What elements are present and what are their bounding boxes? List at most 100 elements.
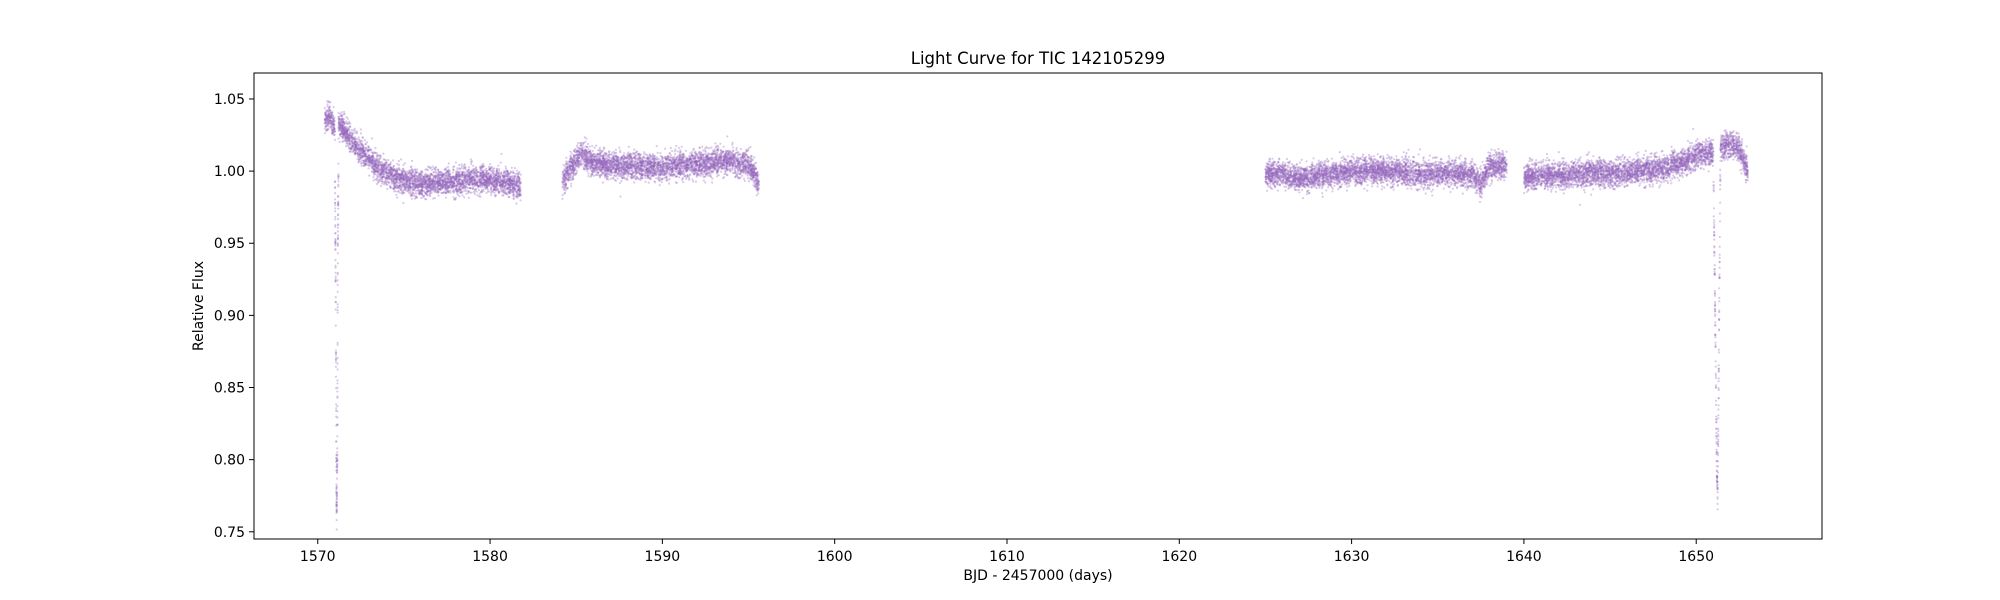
data-point [392,169,395,172]
data-point [336,279,339,282]
data-point [334,240,337,243]
data-point [324,120,327,124]
data-point [518,186,521,189]
data-point [361,143,364,146]
data-point [500,172,503,175]
data-point [403,175,406,178]
data-point [335,498,338,501]
data-point [484,187,487,190]
data-point [324,118,327,121]
data-point [335,491,338,494]
data-point [419,172,422,175]
data-point [402,167,405,170]
data-point [381,182,384,185]
data-point [404,187,407,191]
data-point [394,182,397,185]
data-point [327,119,330,122]
data-point [344,128,347,131]
data-point [331,119,335,122]
data-point [337,200,340,203]
data-point [492,177,496,180]
data-point [340,131,343,134]
data-point [336,459,339,462]
data-point [325,109,328,112]
data-point [378,179,381,182]
data-point [431,168,434,171]
data-point [335,519,338,522]
data-point [336,362,339,365]
data-point [469,171,472,174]
data-point [336,416,339,419]
data-point [323,122,326,125]
data-point [336,262,339,265]
data-point [336,356,339,360]
data-point [338,123,341,126]
data-point [328,105,331,108]
data-point [475,176,478,179]
data-point [479,174,483,178]
data-point [495,182,498,185]
data-point [335,469,338,472]
data-point [336,390,339,393]
data-point [383,162,386,165]
data-point [466,183,469,186]
data-point [439,184,442,187]
data-point [328,111,331,114]
data-point [336,341,339,344]
data-point [342,120,345,124]
data-point [364,160,368,163]
data-point [506,185,509,189]
data-point [511,171,514,174]
data-point [336,273,339,276]
data-point [336,237,339,240]
data-point [334,232,337,235]
data-point [332,131,335,134]
data-point [325,129,328,132]
data-point [423,178,426,181]
data-point [332,128,335,131]
data-point [488,174,491,178]
data-point [427,165,430,168]
data-point [330,120,333,123]
data-point [374,170,377,173]
data-point [402,163,405,166]
data-point [342,110,346,113]
data-point [336,238,339,241]
data-point [472,175,475,178]
data-point [408,187,411,190]
data-point [333,133,336,137]
data-point [481,185,484,188]
data-point [516,184,519,187]
data-point [330,111,333,114]
data-point [352,136,355,139]
data-point [323,117,326,121]
data-point [361,159,364,162]
data-point [492,184,495,187]
data-point [452,196,455,199]
data-point [419,180,422,183]
data-point [491,171,495,174]
data-point [462,185,465,188]
data-point [374,151,377,154]
data-point [334,239,337,242]
data-point [327,127,330,131]
chart-title: Light Curve for TIC 142105299 [911,49,1165,68]
data-point [451,171,454,174]
data-point [349,132,352,135]
data-point [327,114,330,118]
data-point [359,132,363,135]
data-point [342,113,345,116]
data-point [400,173,403,176]
data-point [335,500,338,503]
data-point [326,113,329,116]
data-point [519,199,522,202]
data-point [330,117,333,120]
data-point [335,504,338,507]
data-point [331,127,334,130]
data-point [491,190,494,194]
data-point [515,202,518,205]
data-point [392,167,395,170]
data-point [479,178,483,181]
data-point [334,202,337,205]
data-point [334,241,337,244]
